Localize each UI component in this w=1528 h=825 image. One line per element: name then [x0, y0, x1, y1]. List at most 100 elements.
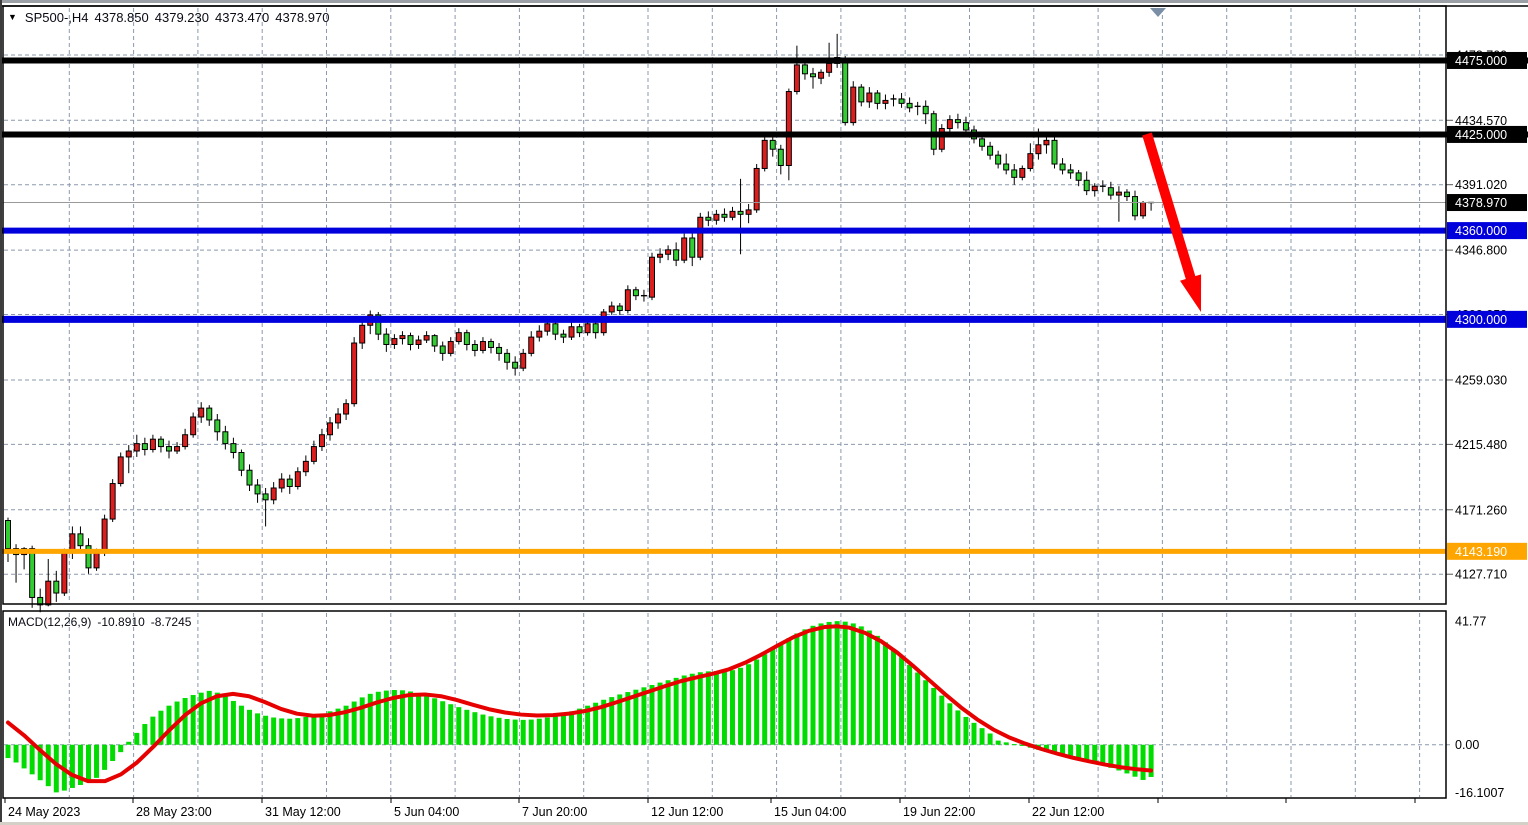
scroll-shift-marker-icon[interactable]: [1150, 8, 1166, 17]
candle: [407, 332, 414, 351]
macd-histogram: [5, 621, 1154, 793]
candle: [302, 455, 309, 477]
candle: [222, 425, 229, 450]
candle: [874, 90, 881, 110]
price-axis-label: 4391.020: [1455, 178, 1507, 192]
ohlc-low: 4373.470: [214, 9, 270, 25]
price-badge: 4360.000: [1447, 222, 1527, 240]
ohlc-close: 4378.970: [275, 9, 330, 25]
candle: [61, 548, 68, 596]
candle: [946, 115, 953, 132]
macd-signal-value: -8.7245: [150, 615, 192, 629]
candle: [1083, 171, 1090, 196]
window-bottom-edge: [0, 822, 1528, 825]
candle: [254, 479, 261, 503]
candle: [673, 242, 680, 267]
price-axis-label: 4171.260: [1455, 503, 1507, 517]
macd-axis-label: 0.00: [1455, 738, 1479, 752]
candle: [1107, 181, 1114, 200]
candle: [987, 141, 994, 160]
candle: [214, 414, 221, 441]
vertical-gridlines: [68, 8, 1421, 797]
candle: [777, 144, 784, 175]
candle: [1115, 186, 1122, 222]
time-label: 19 Jun 22:00: [903, 805, 975, 819]
price-axis-label: 4127.710: [1455, 568, 1507, 582]
candle: [705, 211, 712, 227]
candle: [182, 428, 189, 450]
candle: [335, 408, 342, 429]
window-left-edge: [0, 0, 2, 822]
candle: [1091, 183, 1098, 197]
price-axis-label: 4346.800: [1455, 244, 1507, 258]
macd-value: -10.8910: [97, 615, 145, 629]
svg-text:4475.000: 4475.000: [1455, 54, 1507, 68]
time-label: 28 May 23:00: [136, 805, 212, 819]
time-label: 5 Jun 04:00: [394, 805, 459, 819]
candle: [552, 320, 559, 341]
price-axis-label: 4434.570: [1455, 114, 1507, 128]
candle: [496, 343, 503, 361]
price-badge: 4425.000: [1447, 125, 1527, 143]
time-label: 15 Jun 04:00: [774, 805, 846, 819]
candle: [1067, 164, 1074, 179]
candle: [488, 338, 494, 354]
candle: [592, 320, 599, 339]
candle: [737, 178, 744, 255]
candle: [238, 449, 245, 477]
candle: [1011, 164, 1018, 185]
candle: [230, 437, 237, 459]
candle: [898, 93, 905, 108]
candle: [761, 135, 768, 172]
candle: [53, 570, 60, 602]
window-top-edge: [0, 0, 1528, 3]
time-label: 7 Jun 20:00: [522, 805, 587, 819]
time-label: 12 Jun 12:00: [651, 805, 723, 819]
triangle-down-icon: ▼: [8, 12, 17, 22]
candle: [536, 325, 543, 342]
price-badge: 4143.190: [1447, 542, 1527, 560]
candle: [560, 329, 567, 344]
candle: [415, 335, 422, 349]
time-axis[interactable]: 24 May 2023 28 May 23:00 31 May 12:00 5 Jun…: [4, 798, 1416, 819]
candle: [270, 482, 277, 505]
svg-text:4378.970: 4378.970: [1455, 196, 1507, 210]
candle: [528, 331, 535, 357]
candle: [1123, 189, 1130, 202]
macd-signal-line: [6, 624, 1153, 784]
candle: [938, 124, 945, 153]
macd-name: MACD(12,26,9): [8, 615, 92, 629]
candle: [882, 94, 889, 110]
candle: [1140, 201, 1147, 219]
chart-title: ▼ SP500-,H4 4378.850 4379.230 4373.470 4…: [8, 8, 335, 26]
candle: [890, 94, 897, 107]
candle: [286, 474, 293, 494]
candle: [117, 452, 124, 487]
candle: [745, 203, 752, 224]
candle: [149, 434, 156, 453]
down-arrow-annotation[interactable]: [1142, 132, 1202, 312]
candle: [455, 328, 462, 345]
price-axis-label: 4259.030: [1455, 373, 1507, 387]
candle: [568, 322, 575, 341]
candle: [576, 323, 583, 338]
price-badge: 4300.000: [1447, 310, 1527, 328]
candle: [29, 545, 36, 608]
candle: [649, 252, 655, 301]
candle: [439, 341, 446, 361]
candle: [954, 113, 961, 129]
candle: [343, 399, 350, 420]
candle: [1132, 190, 1138, 221]
candle: [681, 233, 688, 264]
candle: [608, 301, 615, 315]
time-label: 31 May 12:00: [265, 805, 341, 819]
candle: [713, 209, 720, 225]
candle: [866, 87, 873, 108]
candle: [318, 428, 325, 452]
candle: [906, 97, 913, 113]
candle: [5, 517, 11, 562]
candle: [174, 442, 181, 454]
candle: [1075, 169, 1082, 187]
ohlc-open: 4378.850: [94, 9, 149, 25]
